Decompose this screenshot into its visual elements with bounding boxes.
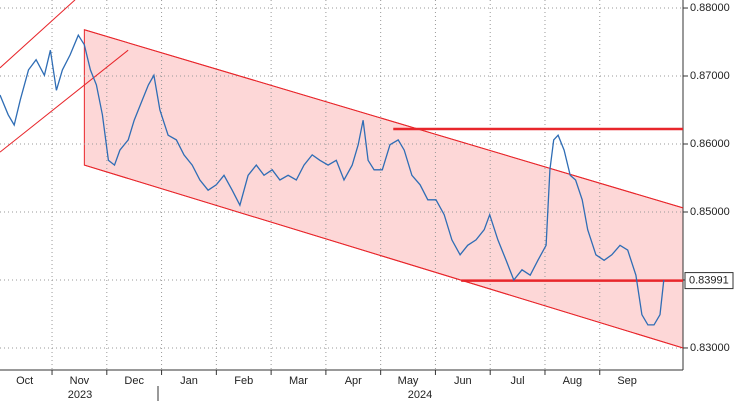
x-tick-label: Jan — [180, 375, 198, 387]
price-line — [0, 33, 665, 326]
x-tick-label: Feb — [234, 375, 253, 387]
year-label: 2023 — [68, 389, 92, 401]
y-tick-label: 0.85000 — [690, 206, 730, 218]
x-tick-label: May — [398, 375, 419, 387]
x-tick-label: Jul — [511, 375, 525, 387]
x-tick-label: Nov — [70, 375, 90, 387]
x-tick-label: Dec — [124, 375, 144, 387]
trend-line — [84, 164, 684, 349]
last-price-box — [684, 272, 734, 290]
x-tick-label: Oct — [16, 375, 33, 387]
year-label: 2024 — [408, 389, 432, 401]
x-tick-label: Jun — [454, 375, 472, 387]
y-tick-label: 0.88000 — [690, 2, 730, 14]
trend-line — [0, 49, 129, 153]
y-tick-label: 0.86000 — [690, 138, 730, 150]
x-tick-label: Mar — [289, 375, 308, 387]
x-tick-label: Aug — [563, 375, 583, 387]
last-price-label: 0.83991 — [689, 274, 729, 286]
x-tick-label: Apr — [345, 375, 362, 387]
trend-line — [0, 0, 76, 69]
y-tick-label: 0.83000 — [690, 342, 730, 354]
channel-shade — [83, 29, 684, 349]
y-tick-label: 0.87000 — [690, 70, 730, 82]
trend-line — [84, 29, 684, 209]
x-tick-label: Sep — [617, 375, 637, 387]
